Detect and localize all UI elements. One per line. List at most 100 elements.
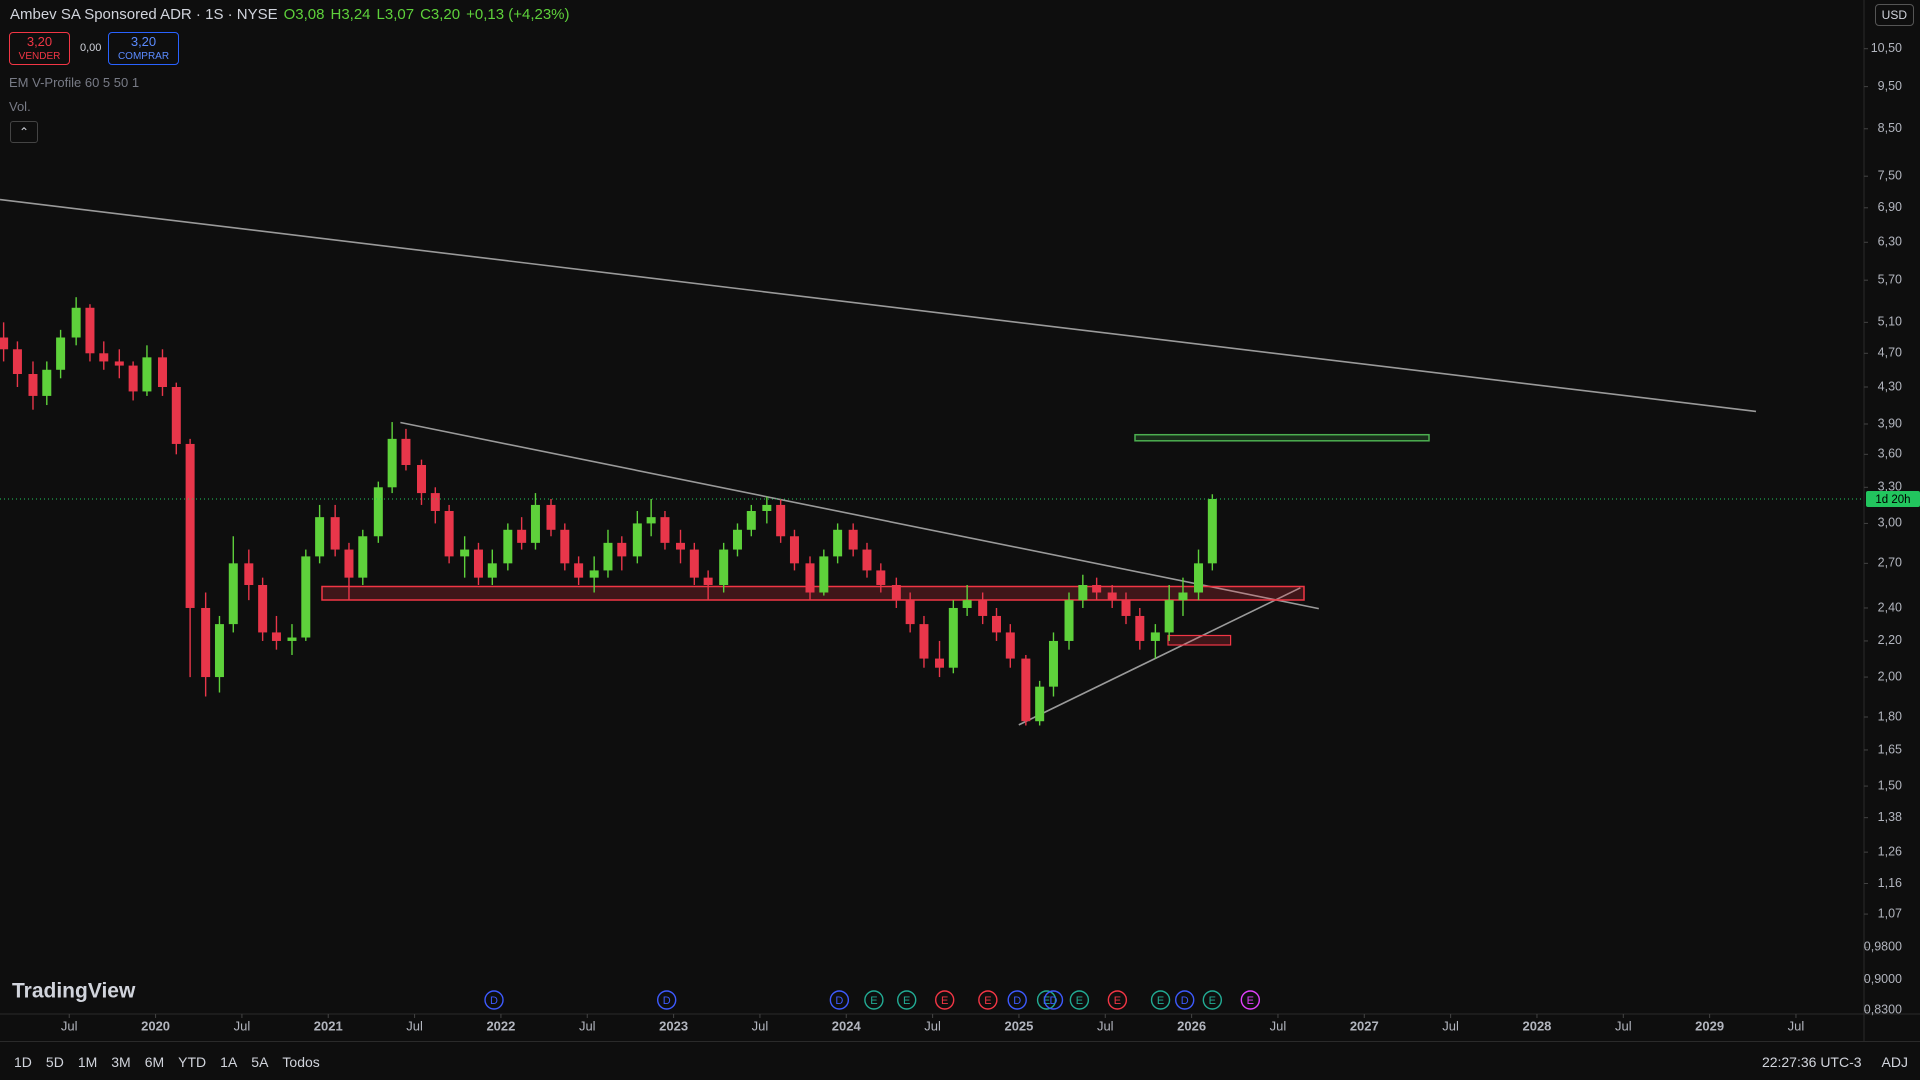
event-marker[interactable]: E [897,990,917,1010]
candle-body [1135,615,1145,641]
x-tick-label: Jul [752,1018,769,1033]
chart: TradingView 10,50 9,50 8,50 7,50 6,90 6,30 5,7… [0,0,1920,1041]
range-button[interactable]: Todos [282,1053,320,1070]
candle-body [978,600,988,616]
event-marker[interactable]: E [1150,990,1171,1010]
candle-body [848,529,858,550]
range-button[interactable]: 1D [14,1053,32,1070]
y-tick-label: 1,80 [1878,709,1902,723]
event-label: E [1114,995,1121,1007]
candle-body [935,658,945,668]
candle-body [746,510,756,530]
candle-body [344,549,354,578]
candle-body [128,365,138,392]
x-tick-label: Jul [1442,1018,1459,1033]
event-circle [1007,990,1027,1010]
event-circle [1043,990,1064,1010]
x-tick-label: Jul [1097,1018,1114,1033]
event-marker[interactable]: D [1007,990,1027,1010]
countdown: 1d 20h [1875,494,1910,506]
y-tick-label: 1,16 [1878,876,1902,890]
event-marker[interactable]: E [1240,990,1261,1010]
y-tick-label: 2,70 [1878,556,1902,570]
x-tick-label: 2027 [1350,1018,1379,1033]
event-marker[interactable]: E [1069,990,1090,1010]
buy-label: COMPRAR [117,51,170,62]
event-circle [1175,990,1195,1010]
symbol-header: Ambev SA Sponsored ADR · 1S · NYSE O3,08… [10,6,570,23]
y-tick-label: 10,50 [1871,41,1902,55]
event-label: E [941,995,948,1007]
range-button[interactable]: 1M [77,1053,98,1070]
candle-body [805,563,815,593]
candle-body [42,369,52,396]
candle-body [589,570,599,578]
spread: 0,00 [80,42,102,54]
candle-body [460,549,470,557]
event-circle [1036,990,1057,1010]
x-tick-label: Jul [1788,1018,1805,1033]
event-label: D [1181,995,1189,1007]
event-label: E [1157,995,1164,1007]
event-circle [978,990,998,1010]
x-tick-label: 2025 [1004,1018,1033,1033]
candle-body [560,529,570,564]
candle-body [719,549,729,586]
event-circle [1069,990,1090,1010]
event-marker[interactable]: E [1036,990,1057,1010]
adj-toggle[interactable]: ADJ [1881,1053,1908,1070]
candle-body [689,549,699,578]
range-button[interactable]: 1A [220,1053,238,1070]
collapse-button[interactable]: ⌃ [10,121,38,143]
event-marker[interactable]: E [1107,990,1128,1010]
event-marker[interactable]: D [1175,990,1195,1010]
y-tick-label: 7,50 [1878,168,1902,182]
target-zone [1134,433,1430,442]
range-button[interactable]: YTD [178,1053,207,1070]
candle-body [991,615,1001,633]
currency[interactable]: USD [1874,4,1914,26]
range-button[interactable]: 6M [144,1053,165,1070]
event-marker[interactable]: E [934,990,955,1010]
sell-button[interactable]: 3,20 VENDER [9,32,70,65]
event-marker[interactable]: D [656,990,677,1010]
event-circle [864,990,884,1010]
event-label: D [1013,995,1021,1007]
candle-body [1207,498,1217,564]
candle-body [1005,632,1015,659]
event-marker[interactable]: D [829,990,850,1010]
candle-body [401,438,411,466]
ohlc-change: +0,13 (+4,23%) [466,6,570,23]
y-tick-label: 6,30 [1878,235,1902,249]
range-button[interactable]: 5D [45,1053,64,1070]
event-marker[interactable]: E [1202,990,1223,1010]
candle-body [530,504,540,543]
y-tick-label: 4,30 [1878,379,1902,393]
indicator[interactable]: Vol. [9,99,31,114]
candle-body [244,563,254,586]
event-marker[interactable]: E [978,990,998,1010]
candle-body [789,536,799,564]
event-marker[interactable]: D [484,990,504,1010]
y-tick-label: 0,8300 [1864,1003,1902,1017]
candle-body [373,487,383,537]
symbol[interactable]: Ambev SA Sponsored ADR · 1S · NYSE [10,6,278,23]
event-label: E [870,995,877,1007]
range-button[interactable]: 5A [251,1053,269,1070]
candle-body [71,307,81,338]
background [0,0,1920,1041]
buy-button[interactable]: 3,20 COMPRAR [108,32,179,65]
indicator[interactable]: EM V-Profile 60 5 50 1 [9,75,140,90]
y-tick-label: 2,40 [1878,600,1902,614]
event-label: E [1247,995,1254,1007]
event-marker[interactable]: E [864,990,884,1010]
candle-body [330,517,340,550]
trend-line [400,421,1319,610]
y-tick-label: 1,38 [1878,810,1902,824]
x-tick-label: Jul [61,1018,78,1033]
event-marker[interactable]: D [1043,990,1064,1010]
candle-body [1194,563,1204,593]
x-tick-label: 2029 [1695,1018,1724,1033]
range-button[interactable]: 3M [111,1053,131,1070]
logo: TradingView [12,980,136,1003]
